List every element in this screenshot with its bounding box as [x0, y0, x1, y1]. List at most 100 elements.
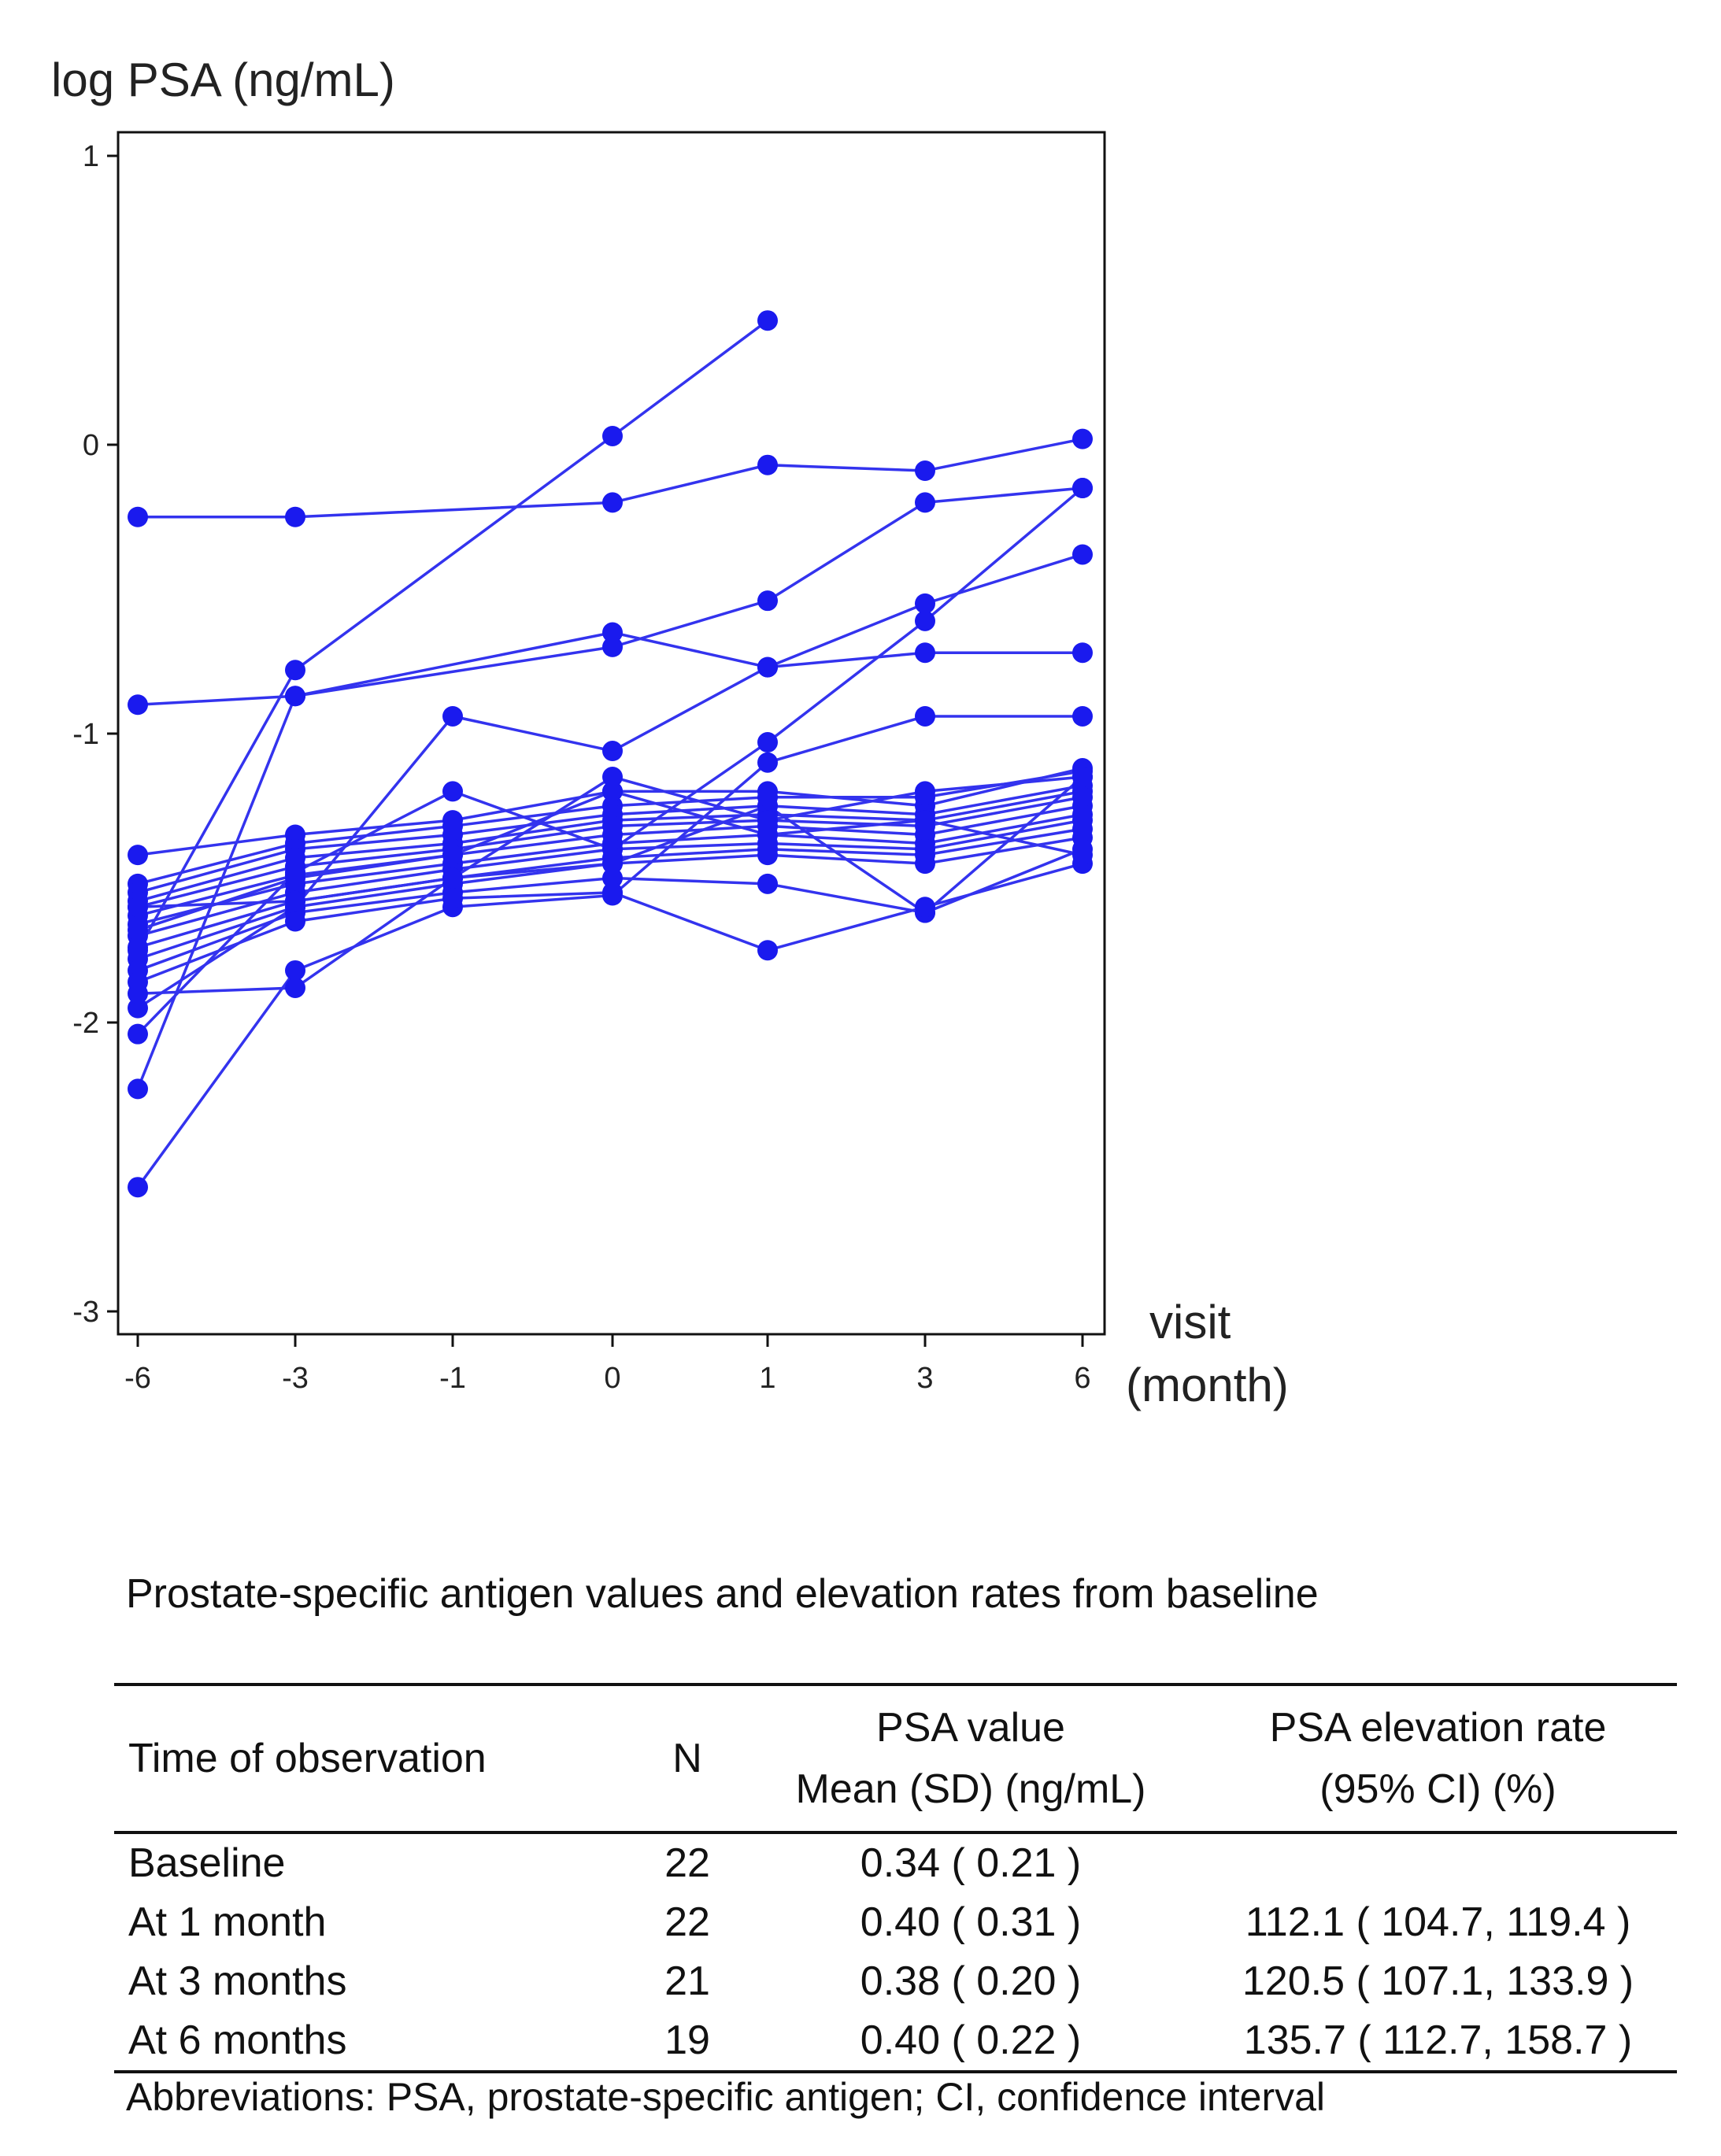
data-point-subject-20 [602, 882, 623, 903]
data-point-subject-6 [442, 781, 463, 802]
y-axis-title: log PSA (ng/mL) [51, 54, 395, 106]
series-line-subject-4 [136, 486, 1083, 1090]
row-time: Baseline [128, 1840, 286, 1886]
data-point-subject-22 [128, 919, 148, 941]
abbreviations-note: Abbreviations: PSA, prostate-specific an… [126, 2075, 1326, 2119]
data-point-subject-3 [128, 694, 148, 716]
row-psa: 0.40 ( 0.31 ) [860, 1899, 1082, 1945]
data-point-subject-22 [1072, 845, 1093, 866]
x-tick-label: 6 [1074, 1362, 1090, 1395]
data-point-subject-1 [1072, 428, 1093, 449]
header-n: N [672, 1736, 702, 1781]
header-time: Time of observation [128, 1736, 487, 1781]
row-psa: 0.34 ( 0.21 ) [860, 1840, 1082, 1886]
row-n: 21 [664, 1958, 710, 2004]
data-point-subject-1 [757, 454, 778, 475]
data-point-subject-19 [757, 873, 778, 894]
data-point-subject-5 [602, 741, 623, 762]
data-point-subject-2 [602, 425, 623, 446]
data-point-subject-18 [602, 853, 623, 875]
y-tick-label: -3 [72, 1296, 99, 1329]
data-point-subject-7 [285, 960, 305, 981]
row-rate: 120.5 ( 107.1, 133.9 ) [1242, 1958, 1634, 2004]
row-psa: 0.38 ( 0.20 ) [860, 1958, 1082, 2004]
x-tick-label: -3 [282, 1362, 309, 1395]
data-point-subject-9 [128, 845, 148, 866]
data-point-subject-3 [915, 642, 935, 664]
series-layer [128, 310, 1093, 1198]
data-point-subject-7 [915, 705, 935, 727]
data-point-subject-1 [285, 506, 305, 527]
data-point-subject-1 [602, 492, 623, 513]
data-point-subject-22 [757, 824, 778, 845]
psa-line-chart: log PSA (ng/mL) 1 0 -1 -2 -3 -6 -3 -1 0 1 3 6 visi… [51, 54, 1289, 1411]
data-point-subject-22 [285, 867, 305, 889]
data-point-subject-20 [285, 911, 305, 932]
data-point-subject-5 [1072, 544, 1093, 565]
data-point-subject-6 [757, 732, 778, 753]
data-point-subject-3 [1072, 642, 1093, 664]
header-elevation-line2: (95% CI) (%) [1319, 1766, 1556, 1812]
x-tick-label: -6 [124, 1362, 151, 1395]
header-psa-value-line2: Mean (SD) (ng/mL) [795, 1766, 1146, 1812]
header-psa-value-line1: PSA value [876, 1705, 1065, 1751]
data-point-subject-22 [442, 845, 463, 866]
row-n: 22 [664, 1899, 710, 1945]
y-tick-label: -2 [72, 1007, 99, 1040]
data-point-subject-20 [442, 888, 463, 909]
table-caption: Prostate-specific antigen values and ele… [126, 1571, 1319, 1617]
row-psa: 0.40 ( 0.22 ) [860, 2017, 1082, 2063]
y-tick-label: 1 [83, 140, 99, 173]
row-rate: 112.1 ( 104.7, 119.4 ) [1245, 1899, 1631, 1945]
table-row: At 6 months 19 0.40 ( 0.22 ) 135.7 ( 112… [114, 2011, 1677, 2072]
x-tick-label: 1 [759, 1362, 775, 1395]
data-point-subject-2 [757, 310, 778, 331]
data-point-subject-21 [442, 867, 463, 889]
data-point-subject-1 [128, 506, 148, 527]
row-time: At 3 months [128, 1958, 347, 2004]
table-row: Baseline 22 0.34 ( 0.21 ) [114, 1832, 1677, 1893]
data-point-subject-21 [757, 810, 778, 831]
table-row: At 3 months 21 0.38 ( 0.20 ) 120.5 ( 107… [114, 1952, 1677, 2011]
data-point-subject-7 [128, 1177, 148, 1198]
data-point-subject-18 [757, 845, 778, 866]
data-point-subject-21 [285, 890, 305, 912]
data-point-subject-7 [757, 752, 778, 773]
data-point-subject-21 [602, 767, 623, 788]
data-point-subject-6 [1072, 478, 1093, 499]
data-point-subject-18 [915, 853, 935, 875]
plot-frame [117, 131, 1106, 1336]
row-n: 22 [664, 1840, 710, 1886]
data-point-subject-8 [285, 977, 305, 998]
x-tick-label: 0 [604, 1362, 620, 1395]
series-line-subject-2 [136, 319, 769, 952]
data-point-subject-3 [602, 622, 623, 643]
table-header-row: Time of observation N PSA value Mean (SD… [114, 1684, 1677, 1832]
header-psa-value: PSA value Mean (SD) (ng/mL) [742, 1684, 1199, 1832]
row-time: At 1 month [128, 1899, 327, 1945]
data-point-subject-6 [915, 610, 935, 631]
data-point-subject-7 [1072, 705, 1093, 727]
row-time: At 6 months [128, 2017, 347, 2063]
x-tick-label: 3 [916, 1362, 933, 1395]
x-axis: -6 -3 -1 0 1 3 6 [124, 1334, 1091, 1395]
data-point-subject-1 [915, 460, 935, 482]
data-point-subject-22 [915, 810, 935, 831]
y-tick-label: 0 [83, 429, 99, 462]
data-point-subject-4 [757, 590, 778, 612]
data-point-subject-22 [602, 781, 623, 802]
x-tick-label: -1 [439, 1362, 466, 1395]
row-n: 19 [664, 2017, 710, 2063]
data-point-subject-21 [128, 897, 148, 918]
series-line-subject-6 [136, 486, 1084, 1035]
data-point-subject-21 [1072, 767, 1093, 788]
row-rate [1199, 1832, 1677, 1893]
data-point-subject-5 [128, 997, 148, 1019]
y-tick-label: -1 [72, 718, 99, 751]
data-point-subject-20 [128, 971, 148, 993]
series-line-subject-1 [138, 437, 1083, 519]
y-axis: 1 0 -1 -2 -3 [72, 140, 118, 1329]
data-point-subject-19 [602, 867, 623, 889]
data-point-subject-4 [128, 1078, 148, 1100]
data-point-subject-20 [915, 897, 935, 918]
